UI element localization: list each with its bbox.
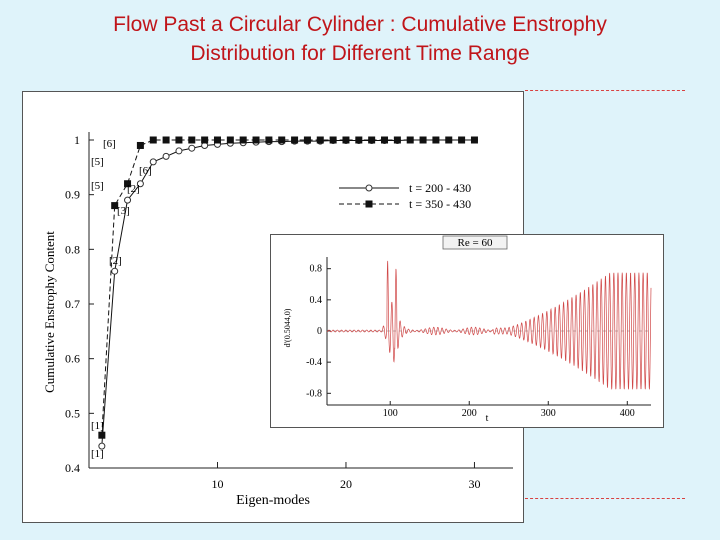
data-point-square <box>368 136 376 144</box>
slide-title-line2: Distribution for Different Time Range <box>190 42 530 65</box>
data-point-square <box>316 136 324 144</box>
data-point-square <box>393 136 401 144</box>
data-point-square <box>342 136 350 144</box>
data-point-circle <box>111 267 119 275</box>
inset-x-tick-label: 200 <box>462 408 477 419</box>
data-point-square <box>406 136 414 144</box>
data-point-square <box>226 136 234 144</box>
data-point-circle <box>149 158 157 166</box>
data-point-square <box>278 136 286 144</box>
data-point-circle <box>136 180 144 188</box>
y-tick-label: 0.5 <box>65 406 80 420</box>
point-annotation: [1] <box>91 448 104 460</box>
data-point-square <box>265 136 273 144</box>
data-point-square <box>470 136 478 144</box>
legend-label-2: t = 350 - 430 <box>409 197 471 211</box>
x-tick-label: 10 <box>211 477 223 491</box>
point-annotation: [5] <box>91 180 104 192</box>
point-annotation: [6] <box>139 165 152 177</box>
point-annotation: [1] <box>91 420 104 432</box>
data-point-square <box>239 136 247 144</box>
data-point-square <box>111 202 119 210</box>
data-point-square <box>381 136 389 144</box>
data-point-square <box>213 136 221 144</box>
data-point-square <box>252 136 260 144</box>
legend-label-1: t = 200 - 430 <box>409 181 471 195</box>
signal-inset-chart: Re = 60 100 200 300 400 0.8 0.4 0 -0.4 -0.8 t d'… <box>283 235 652 424</box>
point-annotation: [2] <box>109 255 122 267</box>
y-tick-label: 0.9 <box>65 188 80 202</box>
data-point-circle <box>124 196 132 204</box>
inset-y-tick-label: -0.4 <box>306 357 322 368</box>
data-point-square <box>201 136 209 144</box>
signal-line <box>326 260 652 390</box>
data-point-square <box>419 136 427 144</box>
legend-marker-circle <box>365 184 373 192</box>
inset-x-axis-label: t <box>486 413 489 424</box>
inset-y-tick-label: 0.4 <box>310 295 323 306</box>
slide-title-line1: Flow Past a Circular Cylinder : Cumulati… <box>113 13 607 36</box>
decorative-dash-top <box>525 90 685 91</box>
point-annotation: [5] <box>91 156 104 168</box>
data-point-square <box>162 136 170 144</box>
inset-y-tick-label: 0.8 <box>310 264 323 275</box>
data-point-square <box>355 136 363 144</box>
inset-x-tick-label: 300 <box>541 408 556 419</box>
y-tick-label: 1 <box>74 133 80 147</box>
data-point-circle <box>162 152 170 160</box>
inset-y-tick-label: 0 <box>317 326 322 337</box>
data-point-square <box>458 136 466 144</box>
point-annotation: [2] <box>127 183 140 195</box>
enstrophy-chart: 10 20 30 0.4 0.5 0.6 0.7 0.8 0.9 1 [6] [5] [2] [3] [6… <box>42 132 513 508</box>
inset-title: Re = 60 <box>458 237 493 249</box>
data-point-square <box>445 136 453 144</box>
inset-x-tick-label: 100 <box>383 408 398 419</box>
inset-y-tick-label: -0.8 <box>306 388 322 399</box>
inset-title-box <box>442 235 508 250</box>
decorative-dash-bottom <box>525 498 685 499</box>
x-tick-label: 20 <box>340 477 352 491</box>
data-point-square <box>175 136 183 144</box>
signal-inset-panel: Re = 60 100 200 300 400 0.8 0.4 0 -0.4 -0.8 t d'… <box>270 234 664 428</box>
inset-y-axis-label: d'(0.5044,0) <box>283 308 292 347</box>
y-tick-label: 0.7 <box>65 297 80 311</box>
data-point-square <box>291 136 299 144</box>
data-point-square <box>149 136 157 144</box>
data-point-square <box>303 136 311 144</box>
y-axis-label: Cumulative Enstrophy Content <box>42 231 57 393</box>
data-point-square <box>432 136 440 144</box>
data-point-square <box>136 141 144 149</box>
inset-x-tick-label: 400 <box>620 408 635 419</box>
legend-marker-square <box>365 200 373 208</box>
y-tick-label: 0.6 <box>65 352 80 366</box>
point-annotation: [3] <box>117 205 130 217</box>
data-point-square <box>124 180 132 188</box>
data-point-circle <box>98 442 106 450</box>
data-point-circle <box>175 147 183 155</box>
data-point-circle <box>188 144 196 152</box>
x-tick-label: 30 <box>468 477 480 491</box>
y-tick-label: 0.8 <box>65 242 80 256</box>
data-point-square <box>329 136 337 144</box>
slide-title: Flow Past a Circular Cylinder : Cumulati… <box>0 10 720 68</box>
y-tick-label: 0.4 <box>65 461 80 475</box>
data-point-square <box>188 136 196 144</box>
x-axis-label: Eigen-modes <box>236 493 310 508</box>
data-point-square <box>98 431 106 439</box>
point-annotation: [6] <box>103 138 116 150</box>
